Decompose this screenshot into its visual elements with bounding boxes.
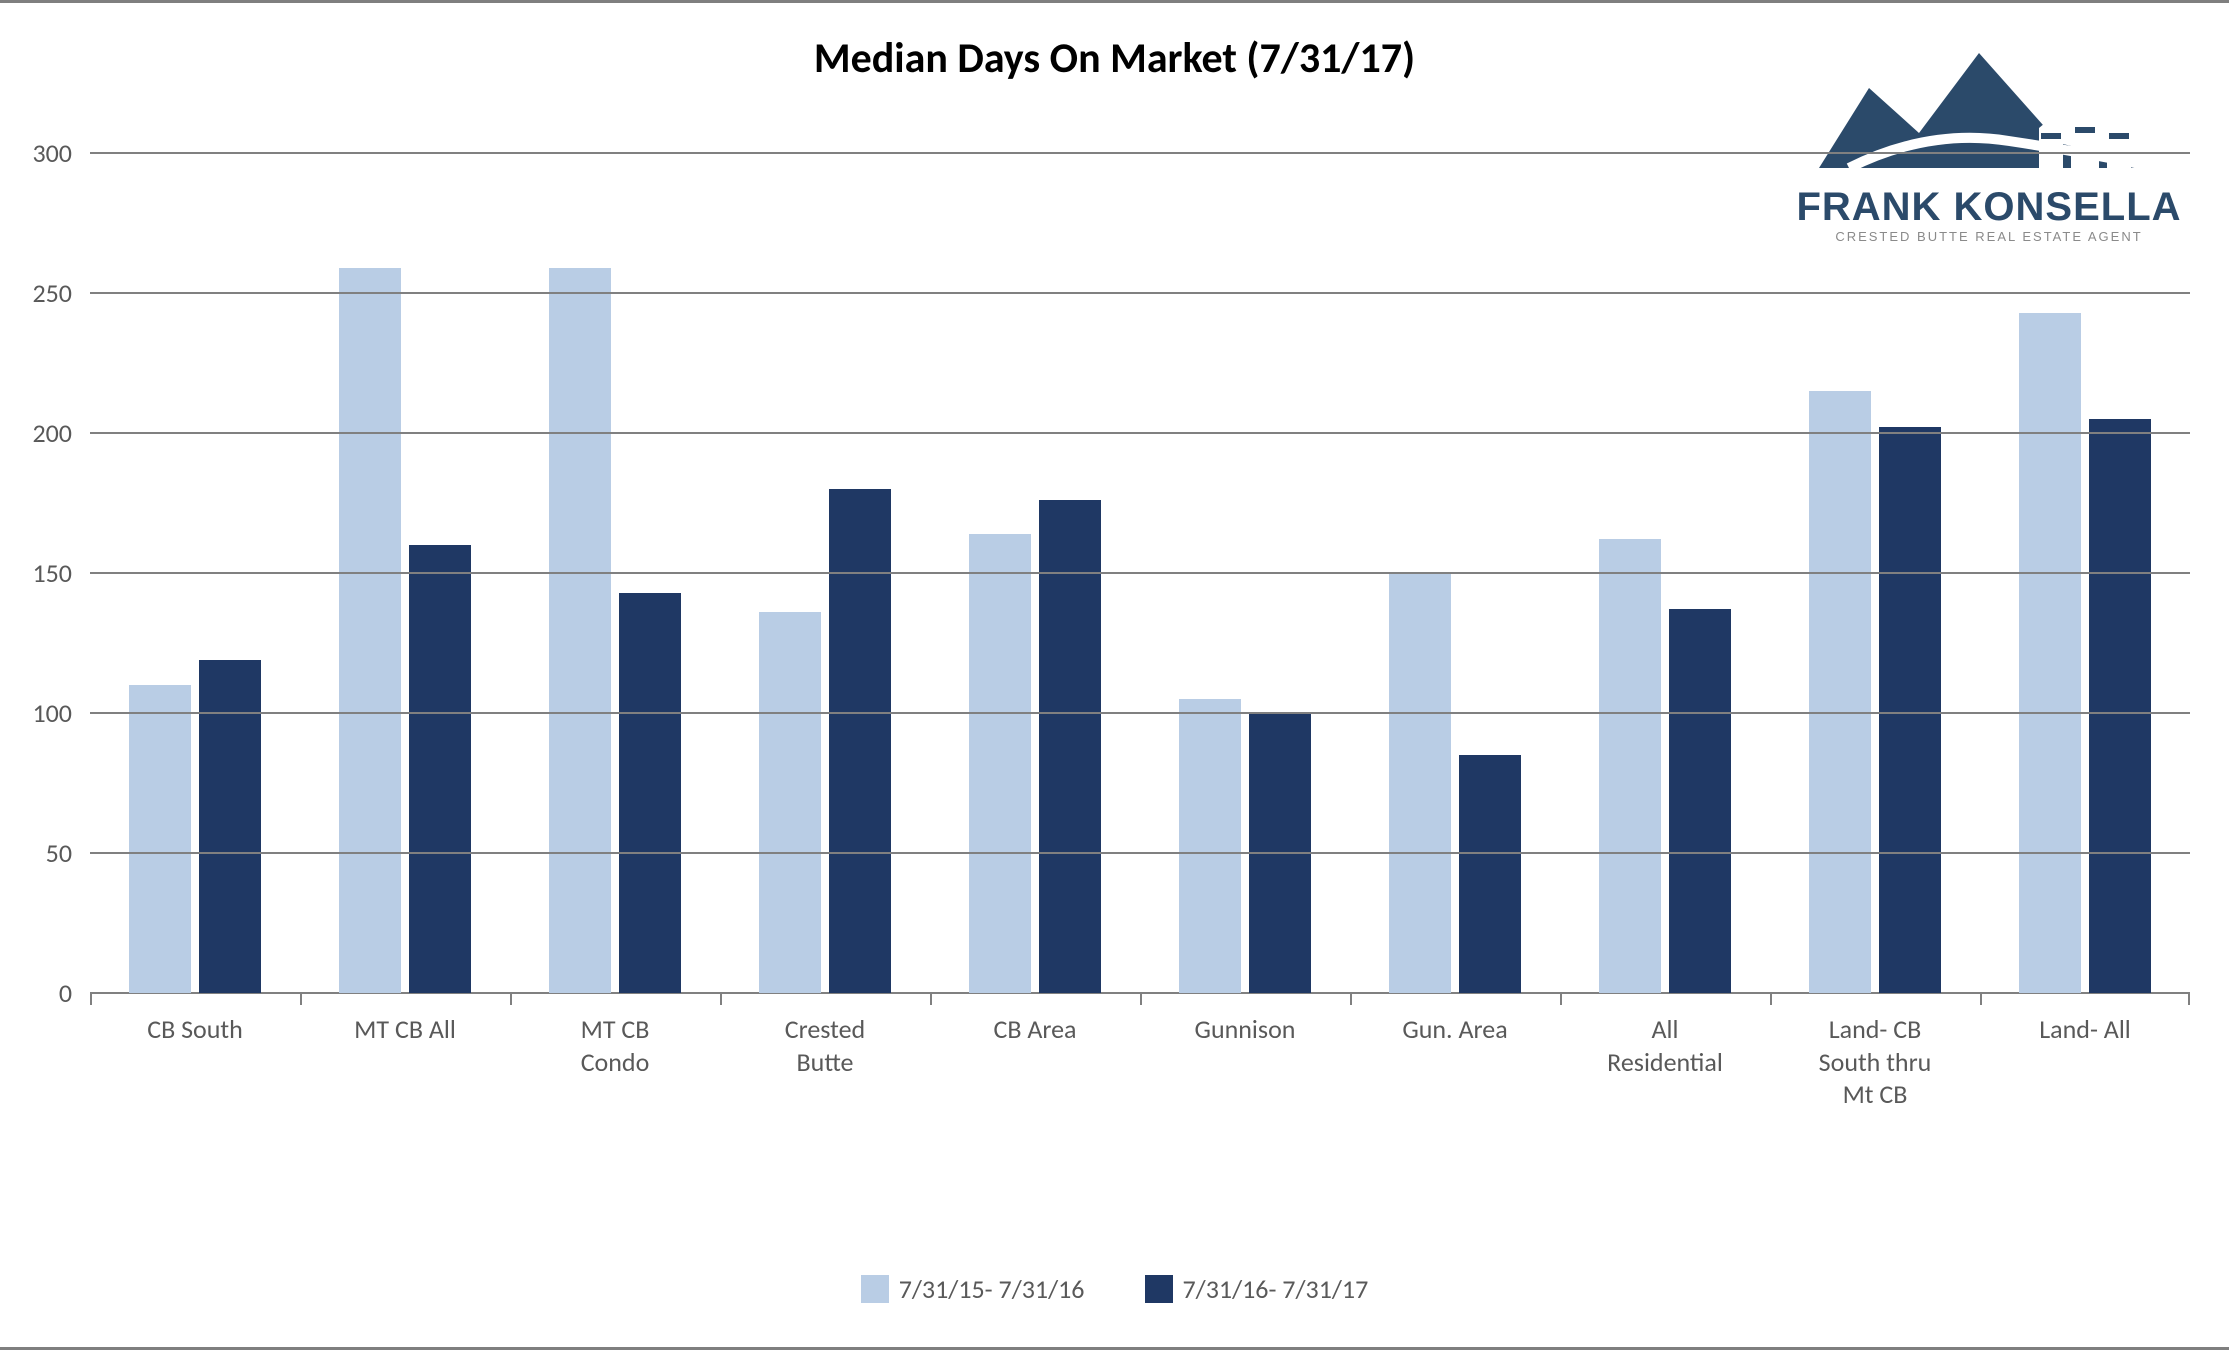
y-tick-label: 300 bbox=[32, 137, 72, 169]
legend-swatch bbox=[1145, 1275, 1173, 1303]
gridline bbox=[90, 852, 2190, 854]
x-category-label: MT CBCondo bbox=[510, 1013, 720, 1078]
legend-item: 7/31/16- 7/31/17 bbox=[1145, 1273, 1369, 1305]
legend-label: 7/31/16- 7/31/17 bbox=[1183, 1273, 1369, 1305]
x-category-label: AllResidential bbox=[1560, 1013, 1770, 1078]
x-category-label: Gunnison bbox=[1140, 1013, 1350, 1046]
x-tick bbox=[720, 993, 722, 1005]
x-category-label: CrestedButte bbox=[720, 1013, 930, 1078]
bar bbox=[1879, 427, 1941, 993]
bar bbox=[1179, 699, 1241, 993]
legend-swatch bbox=[861, 1275, 889, 1303]
y-tick-label: 150 bbox=[32, 557, 72, 589]
bar bbox=[1459, 755, 1521, 993]
x-tick bbox=[300, 993, 302, 1005]
bar bbox=[2019, 313, 2081, 993]
bar bbox=[619, 593, 681, 993]
bar bbox=[1599, 539, 1661, 993]
x-tick bbox=[1770, 993, 1772, 1005]
bar bbox=[339, 268, 401, 993]
x-tick bbox=[510, 993, 512, 1005]
plot-area: 050100150200250300CB SouthMT CB AllMT CB… bbox=[90, 153, 2190, 993]
x-category-label: Land- CBSouth thruMt CB bbox=[1770, 1013, 1980, 1111]
x-category-label: CB Area bbox=[930, 1013, 1140, 1046]
gridline bbox=[90, 432, 2190, 434]
x-tick bbox=[1350, 993, 1352, 1005]
x-category-label: CB South bbox=[90, 1013, 300, 1046]
bar bbox=[549, 268, 611, 993]
bar bbox=[129, 685, 191, 993]
gridline bbox=[90, 152, 2190, 154]
bar bbox=[1389, 573, 1451, 993]
y-tick-label: 50 bbox=[46, 837, 72, 869]
y-tick-label: 250 bbox=[32, 277, 72, 309]
bar bbox=[829, 489, 891, 993]
x-category-label: Land- All bbox=[1980, 1013, 2190, 1046]
bar bbox=[409, 545, 471, 993]
x-tick bbox=[2188, 993, 2190, 1005]
chart-container: Median Days On Market (7/31/17) FRANK KO… bbox=[0, 0, 2229, 1350]
gridline bbox=[90, 712, 2190, 714]
bar bbox=[1039, 500, 1101, 993]
x-tick bbox=[1980, 993, 1982, 1005]
x-tick bbox=[930, 993, 932, 1005]
y-tick-label: 0 bbox=[59, 977, 72, 1009]
bar bbox=[1809, 391, 1871, 993]
bar bbox=[1669, 609, 1731, 993]
x-tick bbox=[1140, 993, 1142, 1005]
bar bbox=[199, 660, 261, 993]
legend: 7/31/15- 7/31/16 7/31/16- 7/31/17 bbox=[0, 1273, 2229, 1310]
bar bbox=[759, 612, 821, 993]
x-tick bbox=[90, 993, 92, 1005]
x-tick bbox=[1560, 993, 1562, 1005]
y-tick-label: 100 bbox=[32, 697, 72, 729]
x-category-label: MT CB All bbox=[300, 1013, 510, 1046]
bar bbox=[2089, 419, 2151, 993]
gridline bbox=[90, 572, 2190, 574]
legend-item: 7/31/15- 7/31/16 bbox=[861, 1273, 1085, 1305]
bar bbox=[969, 534, 1031, 993]
x-category-label: Gun. Area bbox=[1350, 1013, 1560, 1046]
gridline bbox=[90, 292, 2190, 294]
legend-label: 7/31/15- 7/31/16 bbox=[899, 1273, 1085, 1305]
y-tick-label: 200 bbox=[32, 417, 72, 449]
